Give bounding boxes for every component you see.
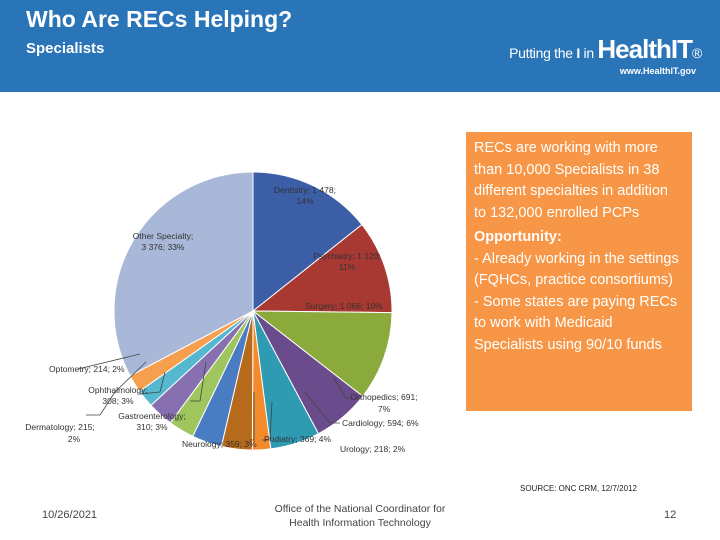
logo-text: Putting the I in HealthIT®: [509, 34, 702, 65]
leader-lines: [77, 353, 352, 441]
pie-slice-2: [251, 310, 393, 397]
source-note: SOURCE: ONC CRM, 12/7/2012: [520, 484, 637, 493]
label-optometry: Optometry; 214; 2%: [49, 364, 125, 374]
label-dermatology-2: 2%: [68, 434, 81, 444]
slide-title: Who Are RECs Helping?: [26, 6, 293, 32]
leader-cardiology: [304, 391, 340, 424]
label-cardiology: Cardiology; 594; 6%: [342, 418, 419, 428]
footer-office: Office of the National Coordinator for H…: [250, 502, 470, 530]
leader-ophthalmology: [139, 371, 166, 395]
leader-optometry: [77, 353, 141, 370]
pie-labels: Dentistry; 1 478; 14% Psychiatry; 1 120;…: [25, 185, 419, 454]
logo-url: www.HealthIT.gov: [619, 66, 696, 76]
leader-neurology: [250, 392, 255, 441]
label-dermatology-1: Dermatology; 215;: [25, 422, 94, 432]
footer-office-line-2: Health Information Technology: [289, 517, 431, 529]
label-podiatry: Podiatry; 369; 4%: [264, 434, 332, 444]
leader-podiatry: [262, 401, 273, 441]
pie-slice-0: [252, 171, 363, 313]
label-orthopedics-1: Orthopedics; 691;: [350, 392, 417, 402]
label-ophthalmology-1: Ophthalmology;: [88, 385, 148, 395]
opportunity-bullet-2: - Some states are paying RECs to work wi…: [474, 293, 678, 353]
label-other-specialty-2: 3 376; 33%: [141, 242, 184, 252]
pie-slice-1: [251, 223, 393, 314]
label-psychiatry-1: Psychiatry; 1 120;: [313, 251, 381, 261]
slide-header: Who Are RECs Helping? Specialists Puttin…: [0, 0, 720, 92]
logo-mid: in: [579, 45, 598, 61]
logo-main-word: HealthIT: [597, 34, 693, 64]
logo-registered: ®: [691, 45, 702, 61]
label-gastroenterology-2: 310; 3%: [136, 422, 168, 432]
footer-date: 10/26/2021: [42, 509, 98, 521]
leader-dermatology: [86, 361, 147, 416]
page-number: 12: [664, 509, 677, 521]
leader-gastroenterology: [190, 361, 207, 402]
label-neurology: Neurology; 359; 3%: [182, 439, 257, 449]
label-psychiatry-2: 11%: [339, 262, 356, 272]
footer-office-line-1: Office of the National Coordinator for: [274, 503, 446, 515]
callout-paragraph: RECs are working with more than 10,000 S…: [474, 140, 668, 221]
label-urology: Urology; 218; 2%: [340, 444, 406, 454]
opportunity-bullet-1: - Already working in the settings (FQHCs…: [474, 250, 679, 289]
pie-slice-12: [113, 171, 254, 377]
label-orthopedics-2: 7%: [378, 404, 391, 414]
label-dentistry-1: Dentistry; 1 478;: [274, 185, 336, 195]
label-surgery: Surgery; 1 066; 10%: [305, 301, 383, 311]
slide-subtitle: Specialists: [26, 40, 105, 57]
label-gastroenterology-1: Gastroenterology;: [118, 411, 186, 421]
label-ophthalmology-2: 308; 3%: [102, 396, 134, 406]
leader-orthopedics: [332, 376, 352, 399]
logo-prefix: Putting the: [509, 45, 577, 61]
pie-slices: [113, 171, 393, 451]
specialists-pie-chart: Dentistry; 1 478; 14% Psychiatry; 1 120;…: [25, 171, 419, 454]
opportunity-heading: Opportunity:: [474, 229, 562, 245]
label-dentistry-2: 14%: [296, 196, 313, 206]
logo-i: I: [576, 45, 580, 61]
label-other-specialty-1: Other Specialty;: [133, 231, 193, 241]
callout-box: RECs are working with more than 10,000 S…: [466, 132, 692, 411]
healthit-logo: Putting the I in HealthIT® www.HealthIT.…: [496, 32, 708, 82]
